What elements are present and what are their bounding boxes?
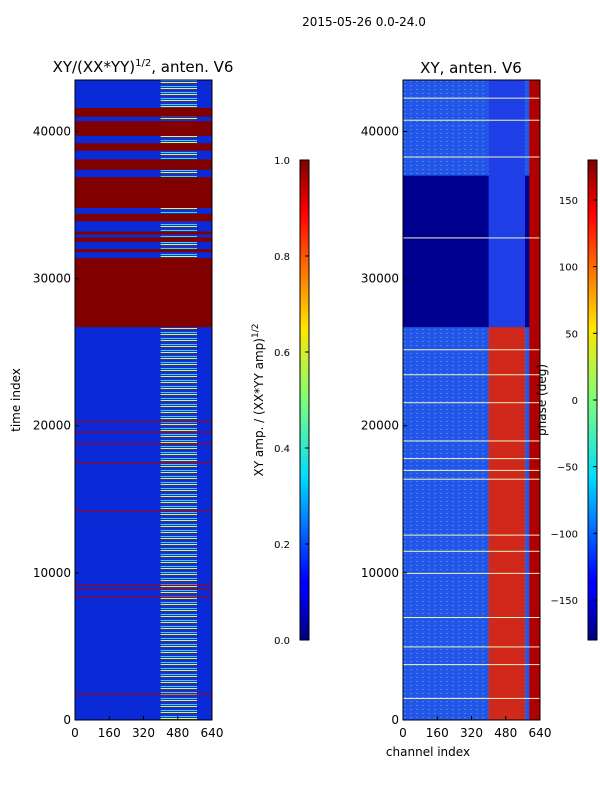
x-tick-label: 0 bbox=[71, 726, 79, 740]
right-panel-title: XY, anten. V6 bbox=[420, 59, 522, 77]
left-flag-line bbox=[75, 584, 212, 586]
left-saturated-band bbox=[75, 249, 212, 253]
right-flag-line bbox=[403, 156, 540, 158]
left-flag-line bbox=[75, 462, 212, 464]
right-flag-line bbox=[403, 534, 540, 536]
colorbar-tick-label: 50 bbox=[565, 329, 578, 340]
left-saturated-band bbox=[75, 107, 212, 117]
x-tick-label: 480 bbox=[494, 726, 517, 740]
left-flag-line bbox=[75, 421, 212, 423]
right-flag-line bbox=[403, 374, 540, 376]
x-tick-label: 320 bbox=[460, 726, 483, 740]
right-flag-line bbox=[403, 458, 540, 460]
x-tick-label: 480 bbox=[166, 726, 189, 740]
x-tick-label: 640 bbox=[529, 726, 552, 740]
right-colorbar-ticks: 150 100 50 0 −50 −100 −150 bbox=[551, 196, 597, 607]
right-flag-line bbox=[403, 697, 540, 699]
right-flag-line bbox=[403, 646, 540, 648]
left-flag-line bbox=[75, 596, 212, 598]
colorbar-tick-label: 100 bbox=[559, 263, 578, 274]
left-colorbar-label: XY amp. / (XX*YY amp)1/2 bbox=[251, 324, 266, 477]
left-colorbar: 0.0 0.2 0.4 0.6 0.8 1.0 XY amp. / (XX*YY amp)… bbox=[251, 156, 310, 647]
figure-suptitle: 2015-05-26 0.0-24.0 bbox=[302, 15, 426, 29]
y-tick-label: 20000 bbox=[33, 419, 71, 433]
right-flag-line bbox=[403, 402, 540, 404]
right-edge-channels bbox=[529, 80, 540, 720]
left-colorbar-ticks: 0.0 0.2 0.4 0.6 0.8 1.0 bbox=[274, 156, 309, 647]
colorbar-tick-label: 0 bbox=[572, 396, 578, 407]
left-flag-line bbox=[75, 443, 212, 445]
colorbar-tick-label: −100 bbox=[551, 529, 578, 540]
y-tick-label: 30000 bbox=[33, 272, 71, 286]
right-flag-line bbox=[403, 119, 540, 121]
left-flag-line bbox=[75, 693, 212, 695]
x-axis-label: channel index bbox=[386, 745, 470, 759]
left-saturated-band bbox=[75, 258, 212, 328]
y-tick-label: 0 bbox=[63, 713, 71, 727]
y-tick-label: 10000 bbox=[361, 566, 399, 580]
left-saturated-band bbox=[75, 143, 212, 151]
right-x-ticks: 0 160 320 480 640 bbox=[399, 716, 551, 740]
right-flag-line bbox=[403, 237, 540, 239]
amplitude-ratio-panel: XY/(XX*YY)1/2, anten. V6 0 160 320 480 640 0… bbox=[9, 58, 233, 740]
x-tick-label: 320 bbox=[132, 726, 155, 740]
y-tick-label: 30000 bbox=[361, 272, 399, 286]
right-flag-line bbox=[403, 440, 540, 442]
left-saturated-band bbox=[75, 231, 212, 235]
colorbar-tick-label: 0.8 bbox=[274, 252, 290, 263]
left-flag-line bbox=[75, 589, 212, 591]
right-flag-line bbox=[403, 349, 540, 351]
left-flag-line bbox=[75, 511, 212, 513]
y-tick-label: 0 bbox=[391, 713, 399, 727]
right-flag-line bbox=[403, 550, 540, 552]
x-tick-label: 0 bbox=[399, 726, 407, 740]
y-tick-label: 40000 bbox=[33, 124, 71, 138]
colorbar-tick-label: 0.2 bbox=[274, 540, 290, 551]
right-active-region-upper bbox=[488, 80, 526, 328]
left-active-channels bbox=[160, 80, 198, 720]
right-colorbar-label: phase (deg) bbox=[535, 364, 549, 436]
left-saturated-band bbox=[75, 213, 212, 222]
left-panel-title: XY/(XX*YY)1/2, anten. V6 bbox=[53, 58, 234, 76]
left-saturated-band bbox=[75, 177, 212, 208]
right-active-region-lower bbox=[488, 327, 526, 720]
left-colorbar-gradient bbox=[299, 159, 310, 641]
left-saturated-band bbox=[75, 159, 212, 170]
x-tick-label: 160 bbox=[426, 726, 449, 740]
colorbar-tick-label: 0.6 bbox=[274, 348, 290, 359]
left-saturated-band bbox=[75, 121, 212, 136]
right-colorbar: 150 100 50 0 −50 −100 −150 phase (deg) bbox=[535, 159, 598, 641]
left-x-ticks: 0 160 320 480 640 bbox=[71, 716, 223, 740]
phase-panel: XY, anten. V6 0 160 320 480 640 0 10000 20000 3… bbox=[361, 59, 552, 759]
right-y-ticks: 0 10000 20000 30000 40000 bbox=[361, 124, 407, 727]
left-y-axis-label: time index bbox=[9, 368, 23, 432]
colorbar-tick-label: −150 bbox=[551, 596, 578, 607]
right-flag-line bbox=[403, 469, 540, 471]
x-tick-label: 640 bbox=[201, 726, 224, 740]
left-flag-line bbox=[75, 431, 212, 433]
left-y-ticks: 0 10000 20000 30000 40000 bbox=[33, 124, 79, 727]
right-flag-line bbox=[403, 664, 540, 666]
right-flag-line bbox=[403, 572, 540, 574]
y-tick-label: 20000 bbox=[361, 419, 399, 433]
right-flag-line bbox=[403, 617, 540, 619]
left-heatmap bbox=[75, 80, 212, 720]
y-tick-label: 10000 bbox=[33, 566, 71, 580]
colorbar-tick-label: 0.4 bbox=[274, 444, 290, 455]
left-saturated-band bbox=[75, 237, 212, 242]
x-tick-label: 160 bbox=[98, 726, 121, 740]
colorbar-tick-label: 150 bbox=[559, 196, 578, 207]
right-flag-line bbox=[403, 478, 540, 480]
colorbar-tick-label: −50 bbox=[557, 463, 578, 474]
colorbar-tick-label: 0.0 bbox=[274, 636, 290, 647]
colorbar-tick-label: 1.0 bbox=[274, 156, 290, 167]
right-flag-line bbox=[403, 97, 540, 99]
y-tick-label: 40000 bbox=[361, 124, 399, 138]
right-heatmap bbox=[403, 80, 540, 720]
